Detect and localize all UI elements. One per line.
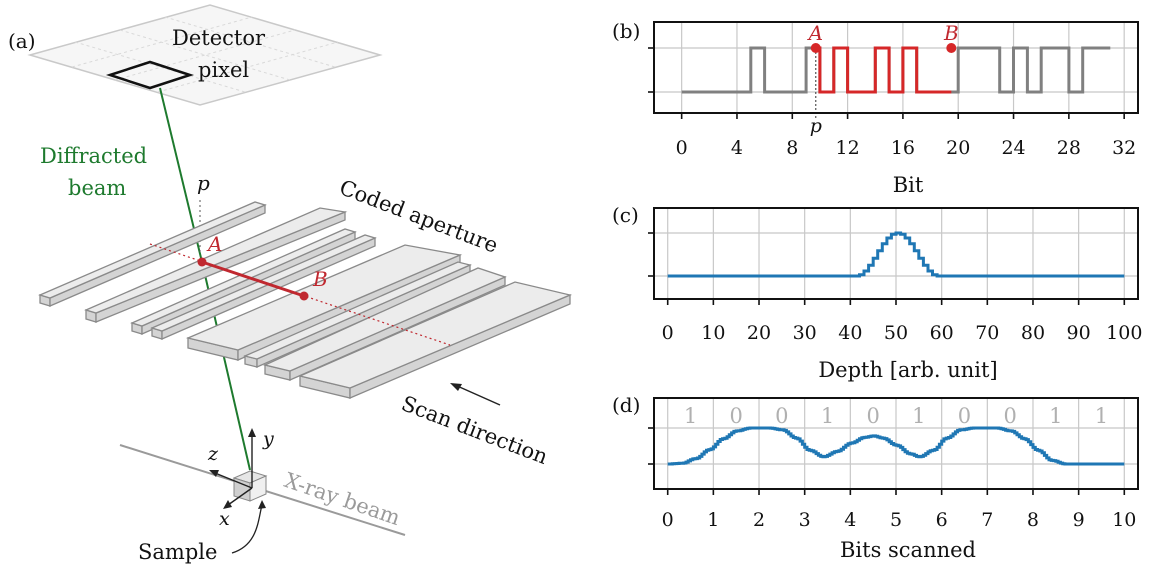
c-xtick-label-2: 20 [747, 322, 771, 344]
pixel-label: pixel [198, 58, 249, 82]
b-xtick-label-5: 20 [946, 137, 970, 159]
scan-direction-label: Scan direction [398, 391, 551, 469]
c-xtick-label-7: 70 [975, 322, 999, 344]
diffracted-label-2: beam [68, 176, 126, 200]
axis-z-arrowhead [209, 470, 219, 477]
point-a-label: A [206, 232, 222, 256]
panel-c-x-ticks: 0 10 20 30 40 50 60 70 80 90 100 [662, 299, 1142, 344]
d-xtick-label-9: 9 [1073, 509, 1085, 531]
panel-d-xlabel: Bits scanned [840, 538, 976, 562]
panel-b-bit-sequence [681, 46, 1111, 94]
panel-b-highlighted-window [815, 46, 952, 94]
panel-d-label: (d) [612, 393, 640, 417]
panel-b-p-label: p [810, 115, 822, 137]
panel-b-marker-a-label: A [807, 21, 823, 45]
axis-y-arrowhead [248, 428, 256, 437]
panel-b-marker-a [810, 43, 821, 53]
panel-c-label: (c) [612, 203, 639, 227]
panel-a-label: (a) [8, 29, 36, 53]
panel-d-bit-label: 1 [912, 404, 925, 428]
point-b [299, 291, 309, 301]
d-xtick-label-3: 3 [799, 509, 811, 531]
panel-c-depth-profile [667, 231, 1125, 278]
b-xtick-label-1: 4 [731, 137, 743, 159]
axis-z-label: z [207, 443, 219, 465]
panel-d-bit-label: 1 [1049, 404, 1062, 428]
panel-c-grid [648, 208, 1138, 299]
c-xtick-label-6: 60 [930, 322, 954, 344]
panel-d-scan-signal [667, 426, 1125, 466]
sample-pointer-head [258, 500, 266, 509]
d-xtick-label-7: 7 [981, 509, 993, 531]
scan-arrow [454, 384, 501, 406]
panel-d-x-ticks: 0 1 2 3 4 5 6 7 8 9 10 [662, 489, 1136, 531]
panel-d-bit-label: 1 [684, 404, 697, 428]
b-xtick-label-8: 32 [1112, 137, 1136, 159]
b-xtick-label-4: 16 [891, 137, 915, 159]
panel-d-bit-labels: 1 0 0 1 0 1 0 0 1 1 [684, 404, 1108, 428]
axis-y-label: y [262, 428, 274, 450]
c-xtick-label-4: 40 [838, 322, 862, 344]
panel-d-bit-label: 1 [1095, 404, 1108, 428]
b-xtick-label-6: 24 [1001, 137, 1025, 159]
point-a [197, 257, 207, 267]
scan-arrow-head [450, 383, 462, 391]
d-xtick-label-0: 0 [662, 509, 674, 531]
d-xtick-label-8: 8 [1027, 509, 1039, 531]
d-xtick-label-10: 10 [1112, 509, 1136, 531]
b-xtick-label-7: 28 [1057, 137, 1081, 159]
panel-b-xlabel: Bit [893, 173, 924, 197]
c-xtick-label-0: 0 [662, 322, 674, 344]
detector-label: Detector [172, 26, 266, 50]
detector-pixel [105, 60, 195, 90]
d-xtick-label-5: 5 [890, 509, 902, 531]
panel-b: (b) A B p 0 4 8 12 16 20 24 28 32 Bit [612, 19, 1139, 197]
panel-d-bit-label: 0 [958, 404, 971, 428]
c-xtick-label-3: 30 [793, 322, 817, 344]
segment-ab [201, 260, 305, 298]
panel-b-marker-b [946, 43, 957, 53]
d-xtick-label-2: 2 [753, 509, 765, 531]
diffracted-label-1: Diffracted [40, 144, 147, 168]
sample-pointer [231, 504, 263, 554]
d-xtick-label-4: 4 [844, 509, 856, 531]
axis-x-label: x [219, 508, 230, 530]
c-xtick-label-1: 10 [701, 322, 725, 344]
panel-b-frame [653, 21, 1139, 114]
panel-d-bit-label: 1 [821, 404, 834, 428]
xray-beam-label: X-ray beam [281, 468, 403, 530]
p-label: p [197, 171, 210, 195]
c-xtick-label-5: 50 [884, 322, 908, 344]
axis-z [214, 472, 253, 489]
b-xtick-label-0: 0 [676, 137, 688, 159]
panel-b-label: (b) [612, 19, 640, 43]
b-xtick-label-2: 8 [786, 137, 798, 159]
d-xtick-label-1: 1 [707, 509, 719, 531]
panel-d-bit-label: 0 [730, 404, 743, 428]
d-xtick-label-6: 6 [936, 509, 948, 531]
panel-b-grid [648, 22, 1138, 113]
panel-d-bit-label: 0 [866, 404, 879, 428]
b-xtick-label-3: 12 [836, 137, 860, 159]
panel-d-frame [653, 397, 1139, 490]
detector-plane [27, 4, 383, 106]
panel-b-marker-b-label: B [943, 21, 959, 45]
panel-c-xlabel: Depth [arb. unit] [818, 358, 997, 382]
axis-x-arrowhead [223, 500, 232, 509]
sample-label: Sample [138, 540, 217, 564]
sample-cube [232, 470, 268, 502]
c-xtick-label-8: 80 [1021, 322, 1045, 344]
panel-c-frame [653, 207, 1139, 300]
axis-x [227, 487, 253, 506]
panel-d-bit-label: 0 [775, 404, 788, 428]
panel-a: (a) Detector pixel Diffracted beam p [8, 4, 573, 564]
panel-d-bit-label: 0 [1003, 404, 1016, 428]
point-b-label: B [312, 267, 328, 291]
panel-b-x-ticks: 0 4 8 12 16 20 24 28 32 [676, 113, 1136, 159]
c-xtick-label-9: 90 [1067, 322, 1091, 344]
panel-c: (c) 0 10 20 30 40 50 60 70 80 90 100 Depth [arb. u… [612, 203, 1142, 382]
c-xtick-label-10: 100 [1106, 322, 1142, 344]
